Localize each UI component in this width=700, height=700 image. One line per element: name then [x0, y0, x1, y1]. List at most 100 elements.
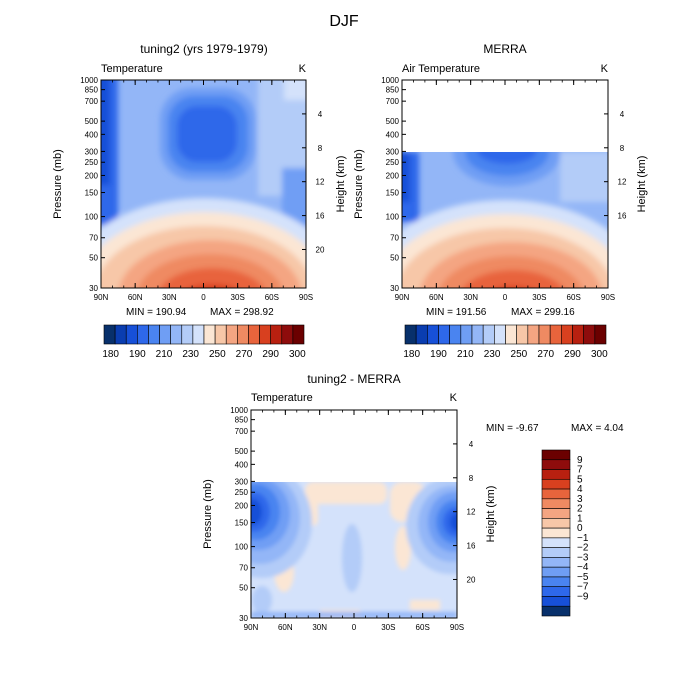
pressure-tick-label: 300 — [386, 147, 400, 156]
colorbar-box — [538, 324, 551, 345]
height-tick-label: 4 — [620, 110, 625, 119]
colorbar-box — [541, 498, 571, 509]
colorbar-label: 230 — [182, 349, 199, 360]
colorbar-box — [404, 324, 417, 345]
colorbar-label: 180 — [403, 349, 420, 360]
latitude-tick-label: 60N — [278, 623, 293, 632]
latitude-tick-label: 0 — [503, 293, 508, 302]
pressure-tick-label: 1000 — [80, 76, 98, 85]
latitude-tick-label: 30N — [312, 623, 327, 632]
colorbar-box — [460, 324, 473, 345]
height-tick-label: 16 — [618, 212, 627, 221]
panel-title: tuning2 - MERRA — [307, 372, 400, 386]
height-tick-label: 16 — [316, 212, 325, 221]
height-tick-label: 20 — [467, 575, 476, 584]
latitude-tick-label: 0 — [352, 623, 357, 632]
pressure-tick-label: 700 — [386, 97, 400, 106]
colorbar-box — [125, 324, 138, 345]
latitude-axis: 90N 60N 30N 0 30S 60S 90S — [244, 410, 464, 632]
latitude-tick-label: 30N — [162, 293, 177, 302]
colorbar-label: 210 — [457, 349, 474, 360]
pressure-tick-label: 850 — [386, 86, 400, 95]
colorbar-box — [482, 324, 495, 345]
colorbar-label: 190 — [430, 349, 447, 360]
height-tick-label: 16 — [467, 542, 476, 551]
colorbar-box — [541, 547, 571, 558]
latitude-tick-label: 30N — [463, 293, 478, 302]
latitude-tick-label: 30S — [381, 623, 395, 632]
colorbar-label: 290 — [262, 349, 279, 360]
variable-label: Temperature — [251, 392, 313, 404]
pressure-tick-label: 70 — [239, 564, 248, 573]
colorbar-box — [259, 324, 271, 345]
colorbar-box — [170, 324, 183, 345]
colorbar-label: 180 — [102, 349, 119, 360]
colorbar-label: 4 — [577, 484, 583, 495]
pressure-tick-label: 200 — [235, 501, 249, 510]
colorbar-label: 7 — [577, 465, 583, 476]
height-tick-label: 20 — [316, 245, 325, 254]
pressure-tick-label: 300 — [235, 477, 249, 486]
colorbar-box — [541, 518, 571, 529]
colorbar-box — [541, 576, 571, 588]
right-axis-label: Height (km) — [335, 156, 347, 213]
colorbar-box — [449, 324, 462, 345]
latitude-tick-label: 30S — [231, 293, 245, 302]
colorbar-label: 250 — [209, 349, 226, 360]
colorbar-box — [549, 324, 562, 345]
colorbar-label: 230 — [484, 349, 501, 360]
colorbar-box — [541, 459, 571, 470]
colorbar-box — [237, 324, 249, 345]
height-tick-label: 12 — [316, 178, 325, 187]
colorbar-label: 290 — [564, 349, 581, 360]
latitude-tick-label: 30S — [532, 293, 546, 302]
latitude-tick-label: 0 — [201, 293, 206, 302]
colorbar-box — [103, 324, 116, 345]
colorbar-box — [225, 324, 238, 345]
colorbar-box — [415, 324, 428, 345]
colorbar-label: −9 — [577, 591, 589, 602]
panel-tuning2: tuning2 (yrs 1979-1979) Temperature K — [52, 42, 347, 360]
colorbar-label: 0 — [577, 523, 583, 534]
latitude-tick-label: 90S — [299, 293, 313, 302]
pressure-tick-label: 400 — [85, 130, 99, 139]
colorbar-box — [541, 557, 571, 568]
height-axis: 16 12 8 4 — [604, 110, 627, 221]
colorbar-label: 9 — [577, 455, 583, 466]
colorbar-box — [541, 605, 571, 617]
height-axis: 20 16 12 8 4 — [453, 440, 476, 584]
colorbar-box — [270, 324, 283, 345]
pressure-tick-label: 30 — [89, 284, 98, 293]
latitude-tick-label: 90N — [395, 293, 410, 302]
colorbar-box — [438, 324, 450, 345]
colorbar-box — [527, 324, 540, 345]
figure-title: DJF — [329, 13, 359, 30]
pressure-tick-label: 250 — [386, 158, 400, 167]
colorbar-label: −1 — [577, 533, 589, 544]
colorbar-box — [594, 324, 607, 345]
pressure-tick-label: 150 — [386, 189, 400, 198]
colorbar-label: 2 — [577, 504, 583, 515]
pressure-tick-label: 70 — [390, 234, 399, 243]
pressure-tick-label: 100 — [85, 213, 99, 222]
colorbar-box — [427, 324, 439, 345]
pressure-tick-label: 400 — [235, 460, 249, 469]
pressure-tick-label: 50 — [390, 254, 399, 263]
min-label: MIN = 190.94 — [126, 307, 187, 318]
latitude-tick-label: 90N — [244, 623, 259, 632]
latitude-axis: 90N 60N 30N 0 30S 60S 90S — [94, 80, 313, 302]
pressure-tick-label: 30 — [239, 614, 248, 623]
panel-title: MERRA — [483, 42, 526, 56]
colorbar-box — [541, 596, 571, 607]
right-axis-label: Height (km) — [485, 486, 497, 543]
colorbar-label: 1 — [577, 513, 583, 524]
max-label: MAX = 4.04 — [571, 423, 624, 434]
colorbar-label: 300 — [591, 349, 608, 360]
latitude-axis: 90N 60N 30N 0 30S 60S 90S — [395, 80, 615, 302]
contour-field — [251, 410, 457, 618]
colorbar-box — [181, 324, 194, 345]
pressure-tick-label: 700 — [235, 427, 249, 436]
colorbar-box — [516, 324, 529, 345]
height-tick-label: 8 — [469, 474, 474, 483]
